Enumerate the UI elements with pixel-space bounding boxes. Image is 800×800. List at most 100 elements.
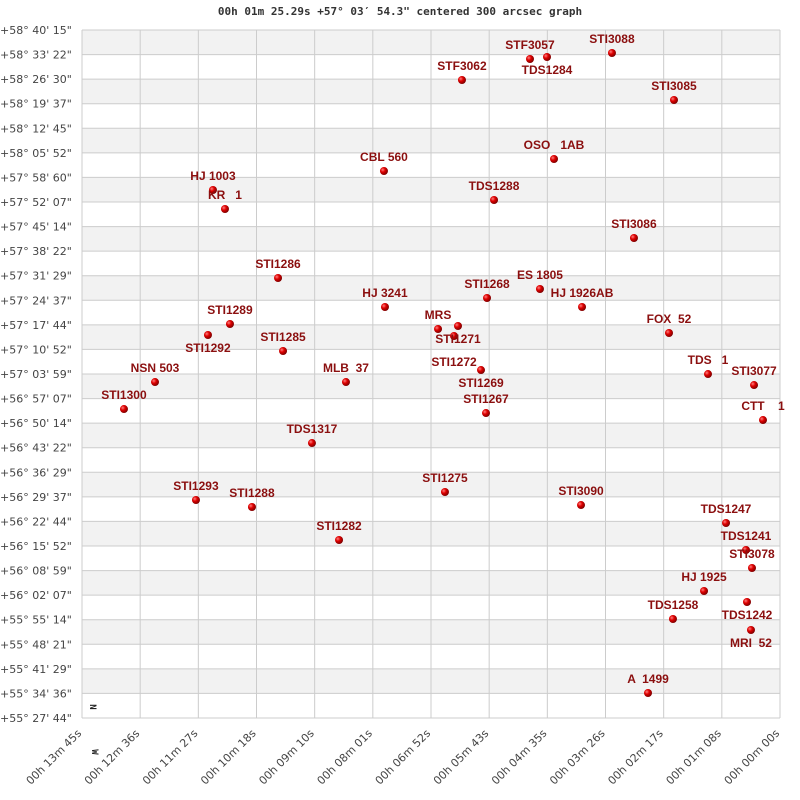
star-point xyxy=(453,321,462,330)
y-tick-label: +58° 40' 15" xyxy=(0,24,72,37)
compass-north-label: N xyxy=(87,704,97,709)
star-point xyxy=(203,331,212,340)
star-point xyxy=(279,346,288,355)
x-tick-label: 00h 05m 43s xyxy=(431,727,492,788)
y-tick-label: +56° 36' 29" xyxy=(0,466,72,479)
star-label: STI1300 xyxy=(101,388,147,402)
star-point xyxy=(704,370,713,379)
y-tick-label: +58° 05' 52" xyxy=(0,147,72,160)
y-tick-label: +56° 29' 37" xyxy=(0,491,72,504)
star-point xyxy=(119,405,128,414)
star-label: STI1288 xyxy=(229,486,275,500)
star-label: TDS1241 xyxy=(721,529,772,543)
x-tick-label: 00h 12m 36s xyxy=(82,727,143,788)
y-tick-label: +55° 41' 29" xyxy=(0,663,72,676)
star-point xyxy=(220,205,229,214)
x-tick-label: 00h 03m 26s xyxy=(547,727,608,788)
star-point xyxy=(542,53,551,62)
y-tick-label: +57° 10' 52" xyxy=(0,343,72,356)
star-label: KR 1 xyxy=(208,188,242,202)
star-label: TDS1247 xyxy=(701,502,752,516)
star-label: MRI 52 xyxy=(730,636,772,650)
y-tick-label: +57° 24' 37" xyxy=(0,294,72,307)
star-point xyxy=(307,439,316,448)
y-tick-label: +57° 45' 14" xyxy=(0,221,72,234)
y-tick-label: +56° 22' 44" xyxy=(0,515,72,528)
star-point xyxy=(668,615,677,624)
star-point xyxy=(335,535,344,544)
star-label: HJ 1926AB xyxy=(551,286,614,300)
star-label: STI1292 xyxy=(185,341,231,355)
star-point xyxy=(664,329,673,338)
star-label: FOX 52 xyxy=(647,312,692,326)
y-tick-label: +56° 50' 14" xyxy=(0,417,72,430)
x-tick-label: 00h 11m 27s xyxy=(140,727,201,788)
compass-west-label: W xyxy=(89,749,99,755)
star-point xyxy=(490,196,499,205)
star-label: MLB 37 xyxy=(323,361,369,375)
star-label: STI1285 xyxy=(260,330,306,344)
star-label: A 1499 xyxy=(627,672,669,686)
star-point xyxy=(457,76,466,85)
star-point xyxy=(535,284,544,293)
star-point xyxy=(750,381,759,390)
star-point xyxy=(481,409,490,418)
y-tick-label: +58° 19' 37" xyxy=(0,98,72,111)
star-point xyxy=(380,302,389,311)
y-tick-label: +58° 12' 45" xyxy=(0,122,72,135)
star-point xyxy=(477,366,486,375)
chart-title: 00h 01m 25.29s +57° 03′ 54.3" centered 3… xyxy=(217,5,583,18)
x-tick-label: 00h 09m 10s xyxy=(256,727,317,788)
y-tick-label: +57° 17' 44" xyxy=(0,319,72,332)
star-label: STI3077 xyxy=(731,364,777,378)
y-tick-label: +57° 31' 29" xyxy=(0,270,72,283)
star-label: STI1293 xyxy=(173,479,219,493)
x-tick-label: 00h 08m 01s xyxy=(315,727,376,788)
y-tick-label: +58° 33' 22" xyxy=(0,49,72,62)
star-point xyxy=(629,233,638,242)
y-tick-label: +55° 34' 36" xyxy=(0,687,72,700)
star-label: STF3057 xyxy=(505,38,555,52)
star-label: TDS1284 xyxy=(522,63,573,77)
star-label: STI3090 xyxy=(558,484,604,498)
star-label: STI1275 xyxy=(422,471,468,485)
star-point xyxy=(434,324,443,333)
star-label: STI1289 xyxy=(207,303,253,317)
star-label: STI3088 xyxy=(589,32,635,46)
star-point xyxy=(722,519,731,528)
x-tick-label: 00h 02m 17s xyxy=(605,727,666,788)
y-tick-label: +55° 48' 21" xyxy=(0,638,72,651)
star-label: STI1267 xyxy=(463,392,509,406)
star-point xyxy=(747,564,756,573)
star-point xyxy=(440,488,449,497)
star-label: TDS1258 xyxy=(648,598,699,612)
star-point xyxy=(644,689,653,698)
star-label: OSO 1AB xyxy=(524,138,585,152)
x-tick-label: 00h 01m 08s xyxy=(664,727,725,788)
star-label: MRS xyxy=(425,308,452,322)
y-tick-label: +57° 52' 07" xyxy=(0,196,72,209)
star-label: TDS 1 xyxy=(688,353,729,367)
star-label: STI1271 xyxy=(435,332,481,346)
star-point xyxy=(483,293,492,302)
star-label: HJ 3241 xyxy=(362,286,408,300)
star-point xyxy=(758,416,767,425)
star-label: STI3086 xyxy=(611,217,657,231)
y-tick-label: +56° 57' 07" xyxy=(0,393,72,406)
x-tick-label: 00h 13m 45s xyxy=(24,727,85,788)
x-tick-label: 00h 00m 00s xyxy=(722,727,783,788)
star-label: NSN 503 xyxy=(131,361,180,375)
star-point xyxy=(191,496,200,505)
y-tick-label: +56° 08' 59" xyxy=(0,565,72,578)
star-point xyxy=(743,598,752,607)
star-label: STI1286 xyxy=(255,257,301,271)
star-point xyxy=(577,501,586,510)
star-label: TDS1288 xyxy=(469,179,520,193)
star-point xyxy=(669,95,678,104)
star-point xyxy=(379,166,388,175)
star-point xyxy=(525,54,534,63)
star-point xyxy=(247,503,256,512)
star-point xyxy=(274,274,283,283)
star-label: TDS1317 xyxy=(287,422,338,436)
